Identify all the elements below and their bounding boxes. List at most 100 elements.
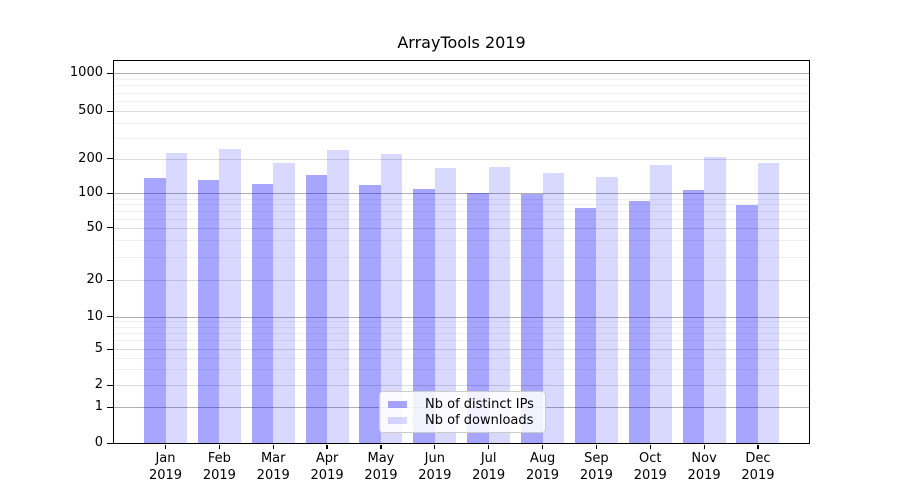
gridline-major [114,193,809,195]
bar-s0-m4 [359,184,381,444]
bar-s1-m5 [434,168,457,444]
bar-s1-m4 [380,154,403,444]
x-tick-mark [380,444,382,449]
y-tick-label: 0 [94,435,103,450]
bar-s1-m2 [273,163,295,444]
x-tick-label: Aug 2019 [525,451,560,483]
bar-s1-m3 [327,150,349,444]
y-tick-label: 20 [86,272,103,287]
legend: Nb of distinct IPs Nb of downloads [379,391,546,433]
x-tick-mark [218,444,220,449]
gridline-mid [114,349,809,350]
x-tick-label: Feb 2019 [202,451,236,483]
bar-s0-m6 [467,192,489,444]
x-tick-mark [649,444,651,449]
y-tick-label: 5 [94,341,103,356]
gridline-major [114,316,809,318]
x-tick-mark [757,444,759,449]
bar-s1-m7 [542,172,565,444]
y-tick-label: 50 [86,219,103,235]
legend-label: Nb of downloads [425,413,534,428]
bar-s0-m10 [682,189,705,444]
x-tick-label: Dec 2019 [741,451,775,483]
gridline-minor [114,321,809,323]
bar-s1-m8 [596,177,618,444]
x-tick-label: Nov 2019 [687,451,721,483]
gridline-mid [114,158,809,160]
gridline-minor [114,211,809,212]
x-tick-mark [272,444,274,449]
x-tick-label: Jun 2019 [418,451,452,483]
y-tick-mark [107,158,113,160]
y-tick-label: 1000 [69,65,103,81]
gridline-minor [114,340,809,342]
gridline-minor [114,79,809,81]
gridline-minor [114,369,809,371]
bar-s1-m10 [704,156,726,444]
y-tick-mark [107,72,113,74]
bar-s1-m6 [488,166,511,444]
plot-area [113,60,810,444]
gridline-minor [114,137,809,139]
x-tick-mark [326,444,328,449]
legend-label: Nb of distinct IPs [425,397,534,412]
y-tick-mark [107,442,113,444]
gridline-minor [114,122,809,124]
bar-s1-m11 [757,162,780,444]
gridline-minor [114,240,809,242]
gridline-minor [114,198,809,200]
x-tick-label: Jan 2019 [148,451,183,483]
y-tick-label: 10 [86,308,103,324]
x-tick-label: Apr 2019 [310,451,344,483]
y-tick-label: 1 [94,399,103,414]
x-tick-label: Oct 2019 [633,451,667,483]
gridline-minor [114,357,809,359]
y-tick-label: 100 [78,185,103,201]
legend-row: Nb of distinct IPs [380,397,545,412]
x-tick-mark [595,444,597,449]
y-tick-mark [107,316,113,318]
legend-row: Nb of downloads [380,413,545,428]
x-tick-mark [164,444,167,449]
x-tick-mark [541,444,544,449]
gridline-minor [114,204,809,206]
gridline-minor [114,101,809,103]
y-tick-label: 500 [78,103,103,118]
bar-s0-m5 [413,189,435,444]
y-tick-mark [107,406,113,408]
gridline-minor [114,92,809,94]
y-tick-mark [107,279,113,281]
bar-s1-m0 [165,152,187,444]
bar-s0-m1 [197,180,220,444]
y-tick-mark [107,227,113,229]
x-tick-label: Jul 2019 [472,451,506,483]
y-tick-mark [107,348,113,350]
y-tick-mark [107,384,113,386]
gridline-mid [114,280,809,281]
gridline-minor [114,85,809,87]
x-tick-label: Sep 2019 [579,451,613,483]
bar-s0-m9 [628,200,651,444]
y-tick-label: 2 [94,377,103,392]
gridline-minor [114,333,809,335]
chart-title: ArrayTools 2019 [397,33,526,52]
gridline-mid [114,227,809,229]
gridline-mid [114,111,809,112]
gridline-minor [114,256,809,258]
bar-s0-m3 [305,175,328,444]
bar-s0-m8 [574,208,597,444]
x-tick-mark [488,444,490,449]
y-tick-mark [107,110,113,112]
gridline-minor [114,326,809,328]
bar-s0-m11 [736,204,758,444]
bar-s1-m1 [219,149,241,444]
legend-swatch [388,417,407,424]
y-tick-mark [107,192,113,194]
x-tick-label: May 2019 [364,451,398,483]
x-tick-label: Mar 2019 [256,451,290,483]
x-tick-mark [434,444,436,449]
gridline-minor [114,218,809,220]
bar-s0-m2 [251,184,274,444]
gridline-mid [114,385,809,386]
